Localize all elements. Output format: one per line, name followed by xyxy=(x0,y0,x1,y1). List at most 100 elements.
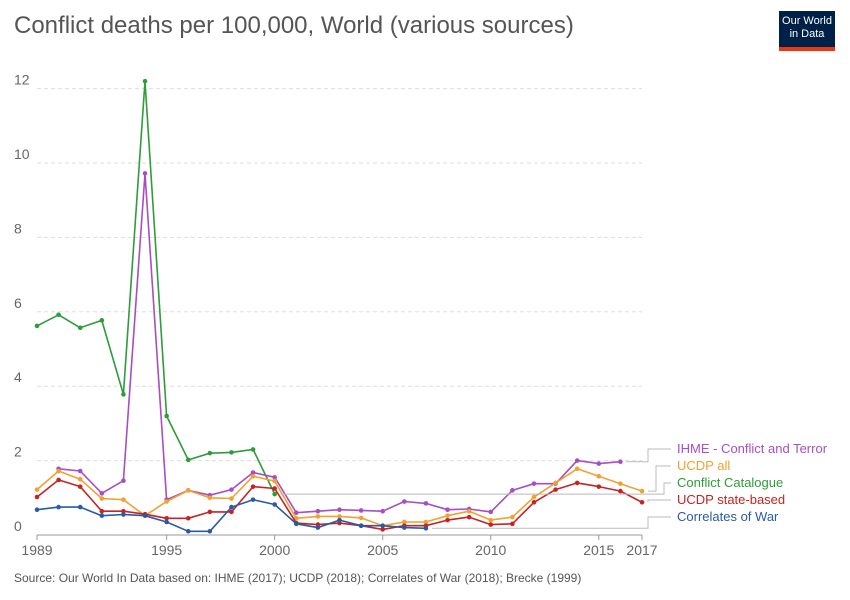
data-point[interactable] xyxy=(56,504,61,510)
data-point[interactable] xyxy=(250,484,256,489)
data-point[interactable] xyxy=(34,487,40,492)
data-point[interactable] xyxy=(121,478,126,483)
data-point[interactable] xyxy=(402,499,407,504)
data-point[interactable] xyxy=(185,528,191,534)
data-point[interactable] xyxy=(250,470,256,475)
data-point[interactable] xyxy=(423,526,429,531)
data-point[interactable] xyxy=(99,496,105,501)
data-point[interactable] xyxy=(207,509,213,515)
data-point[interactable] xyxy=(618,459,623,465)
data-point[interactable] xyxy=(121,512,126,517)
data-point[interactable] xyxy=(207,528,213,534)
data-point[interactable] xyxy=(185,457,191,463)
data-point[interactable] xyxy=(77,468,83,474)
data-point[interactable] xyxy=(272,486,277,491)
data-point[interactable] xyxy=(121,497,126,502)
series-line-conflict-catalogue[interactable] xyxy=(36,80,276,495)
data-point[interactable] xyxy=(99,513,105,518)
data-point[interactable] xyxy=(488,522,494,527)
data-point[interactable] xyxy=(77,504,83,510)
owid-logo[interactable]: Our World in Data xyxy=(779,11,835,51)
data-point[interactable] xyxy=(618,481,623,486)
data-point[interactable] xyxy=(121,392,126,397)
data-point[interactable] xyxy=(56,477,61,483)
data-point[interactable] xyxy=(34,323,40,329)
data-point[interactable] xyxy=(510,521,515,527)
data-point[interactable] xyxy=(77,484,83,489)
data-point[interactable] xyxy=(639,499,645,505)
data-point[interactable] xyxy=(574,480,580,486)
data-point[interactable] xyxy=(358,508,364,513)
data-point[interactable] xyxy=(34,494,40,500)
data-point[interactable] xyxy=(358,515,364,521)
data-point[interactable] xyxy=(510,514,515,520)
legend-label[interactable]: UCDP all xyxy=(677,458,730,473)
data-point[interactable] xyxy=(315,508,321,514)
data-point[interactable] xyxy=(142,78,148,84)
data-point[interactable] xyxy=(531,494,537,500)
data-point[interactable] xyxy=(99,491,105,496)
data-point[interactable] xyxy=(337,507,342,513)
data-point[interactable] xyxy=(488,509,494,515)
data-point[interactable] xyxy=(185,515,191,521)
data-point[interactable] xyxy=(315,525,321,530)
data-point[interactable] xyxy=(142,171,148,176)
data-point[interactable] xyxy=(272,478,277,484)
data-point[interactable] xyxy=(164,413,169,419)
data-point[interactable] xyxy=(380,523,386,528)
data-point[interactable] xyxy=(77,476,83,482)
data-point[interactable] xyxy=(445,513,450,518)
data-point[interactable] xyxy=(466,514,472,520)
data-point[interactable] xyxy=(402,519,407,525)
data-point[interactable] xyxy=(596,473,602,479)
data-point[interactable] xyxy=(596,484,602,489)
data-point[interactable] xyxy=(639,488,645,494)
data-point[interactable] xyxy=(229,509,234,515)
data-point[interactable] xyxy=(337,517,342,523)
data-point[interactable] xyxy=(56,312,61,318)
data-point[interactable] xyxy=(596,461,602,466)
data-point[interactable] xyxy=(250,447,256,452)
legend-label[interactable]: Conflict Catalogue xyxy=(677,475,783,490)
data-point[interactable] xyxy=(207,450,213,456)
data-point[interactable] xyxy=(250,473,256,479)
data-point[interactable] xyxy=(142,513,148,518)
data-point[interactable] xyxy=(531,481,537,486)
data-point[interactable] xyxy=(293,510,299,515)
data-point[interactable] xyxy=(445,507,450,513)
data-point[interactable] xyxy=(574,466,580,472)
series-conflict-catalogue[interactable] xyxy=(34,78,277,497)
data-point[interactable] xyxy=(358,523,364,528)
data-point[interactable] xyxy=(553,480,558,486)
data-point[interactable] xyxy=(164,499,169,504)
data-point[interactable] xyxy=(272,491,277,497)
data-point[interactable] xyxy=(272,475,277,480)
data-point[interactable] xyxy=(121,508,126,514)
data-point[interactable] xyxy=(380,508,386,514)
data-point[interactable] xyxy=(574,458,580,463)
data-point[interactable] xyxy=(99,318,105,323)
data-point[interactable] xyxy=(229,487,234,492)
data-point[interactable] xyxy=(445,517,450,523)
data-point[interactable] xyxy=(164,515,169,521)
legend-label[interactable]: Correlates of War xyxy=(677,509,779,524)
data-point[interactable] xyxy=(315,514,321,519)
data-point[interactable] xyxy=(229,450,234,455)
data-point[interactable] xyxy=(99,508,105,514)
legend-label[interactable]: UCDP state-based xyxy=(677,492,785,507)
data-point[interactable] xyxy=(423,501,429,506)
data-point[interactable] xyxy=(207,495,213,501)
data-point[interactable] xyxy=(337,514,342,519)
series-line-ihme-conflict-and-terror[interactable] xyxy=(58,172,621,514)
data-point[interactable] xyxy=(164,519,169,525)
series-correlates-of-war[interactable] xyxy=(34,497,429,534)
data-point[interactable] xyxy=(553,487,558,492)
data-point[interactable] xyxy=(272,502,277,507)
data-point[interactable] xyxy=(185,488,191,493)
series-ihme-conflict-and-terror[interactable] xyxy=(56,171,623,515)
legend-label[interactable]: IHME - Conflict and Terror xyxy=(677,441,828,456)
data-point[interactable] xyxy=(423,519,429,525)
data-point[interactable] xyxy=(380,527,386,532)
data-point[interactable] xyxy=(250,497,256,502)
data-point[interactable] xyxy=(77,325,83,331)
